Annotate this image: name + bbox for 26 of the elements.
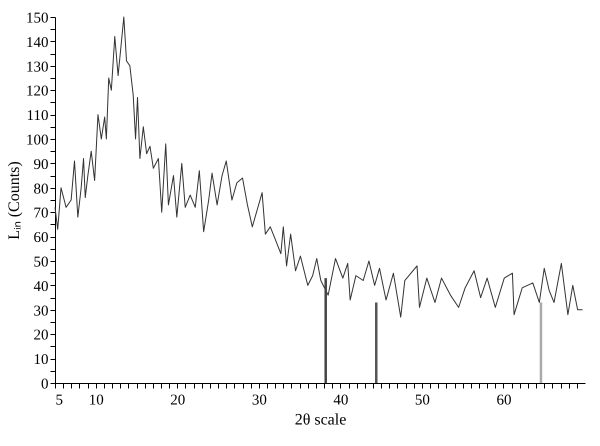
y-tick-label: 70 — [34, 206, 48, 222]
y-tick-label: 110 — [26, 108, 48, 124]
x-axis-title: 2θ scale — [294, 412, 346, 428]
y-tick-label: 30 — [34, 303, 48, 320]
x-tick-label: 60 — [496, 392, 512, 408]
y-tick-label: 50 — [34, 254, 48, 270]
x-tick-label: 30 — [252, 392, 267, 408]
x-tick-label: 40 — [333, 392, 348, 408]
y-axis-title: Lᵢₙ (Counts) — [6, 161, 23, 240]
y-tick-label: 130 — [26, 59, 48, 76]
y-tick-label: 0 — [41, 376, 48, 392]
y-tick-label: 20 — [34, 328, 48, 344]
y-tick-label: 40 — [34, 278, 48, 295]
line-series — [54, 16, 584, 318]
y-tick-label: 100 — [26, 132, 48, 148]
y-tick-label: 80 — [34, 181, 48, 198]
x-tick-label: 5 — [56, 392, 63, 408]
x-tick-label: 10 — [88, 392, 104, 408]
y-tick-label: 90 — [34, 156, 48, 173]
y-tick-label: 150 — [26, 10, 48, 26]
x-tick-label: 20 — [170, 392, 186, 408]
y-tick-label: 10 — [34, 352, 48, 368]
y-tick-label: 60 — [34, 230, 48, 246]
x-tick-label: 50 — [414, 392, 430, 408]
y-tick-label: 120 — [26, 84, 48, 100]
y-tick-label: 140 — [26, 34, 48, 51]
